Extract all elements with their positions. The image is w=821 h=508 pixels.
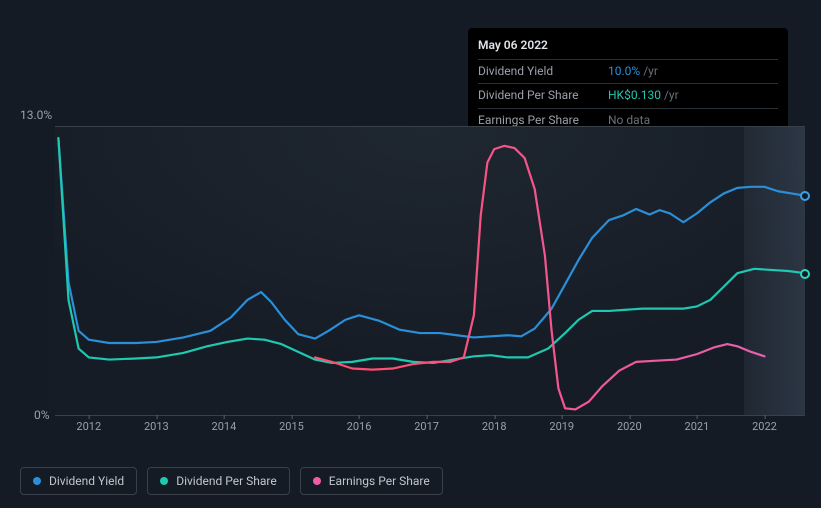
legend-item[interactable]: Dividend Yield [20, 467, 137, 495]
plot-area[interactable] [55, 126, 805, 416]
x-axis-tick: 2016 [347, 420, 372, 433]
y-axis-min: 0% [34, 408, 50, 422]
tooltip-row: Dividend Yield10.0%/yr [478, 59, 778, 83]
tooltip-date: May 06 2022 [478, 36, 778, 55]
legend-item[interactable]: Dividend Per Share [147, 467, 290, 495]
tooltip-suffix: /yr [643, 64, 658, 78]
legend-color-dot [313, 477, 321, 485]
y-axis-max: 13.0% [20, 108, 52, 122]
tooltip-metric-value: 10.0%/yr [608, 62, 778, 81]
x-axis-tick: 2019 [549, 420, 574, 433]
tooltip-metric-label: Dividend Yield [478, 62, 608, 81]
x-axis-tick: 2014 [212, 420, 237, 433]
legend-item[interactable]: Earnings Per Share [300, 467, 443, 495]
legend-label: Dividend Per Share [176, 474, 277, 488]
tooltip-suffix: /yr [664, 88, 679, 102]
legend-color-dot [160, 477, 168, 485]
x-axis-tick: 2017 [414, 420, 439, 433]
x-axis-tick: 2020 [617, 420, 642, 433]
x-axis-tick: 2013 [144, 420, 169, 433]
tooltip-metric-label: Dividend Per Share [478, 86, 608, 105]
series-end-marker [800, 269, 810, 279]
chart-legend: Dividend Yield Dividend Per Share Earnings… [20, 467, 443, 495]
x-axis-tick: 2015 [279, 420, 304, 433]
tooltip-row: Dividend Per ShareHK$0.130/yr [478, 83, 778, 107]
x-axis-tick: 2012 [76, 420, 101, 433]
x-axis: 2012 2013 2014 2015 2016 2017 2018 2019 2020 2021… [55, 420, 805, 440]
x-axis-tick: 2022 [752, 420, 777, 433]
series-line [315, 146, 764, 410]
legend-label: Earnings Per Share [329, 474, 430, 488]
legend-color-dot [33, 477, 41, 485]
chart-lines [55, 127, 805, 415]
series-line [58, 138, 805, 343]
x-axis-tick: 2018 [482, 420, 507, 433]
series-end-marker [800, 191, 810, 201]
dividend-chart: 13.0% Past 0% 20122013201420152016201720… [20, 108, 806, 448]
series-line [58, 138, 805, 363]
tooltip-metric-value: HK$0.130/yr [608, 86, 778, 105]
legend-label: Dividend Yield [49, 474, 124, 488]
x-axis-tick: 2021 [685, 420, 710, 433]
